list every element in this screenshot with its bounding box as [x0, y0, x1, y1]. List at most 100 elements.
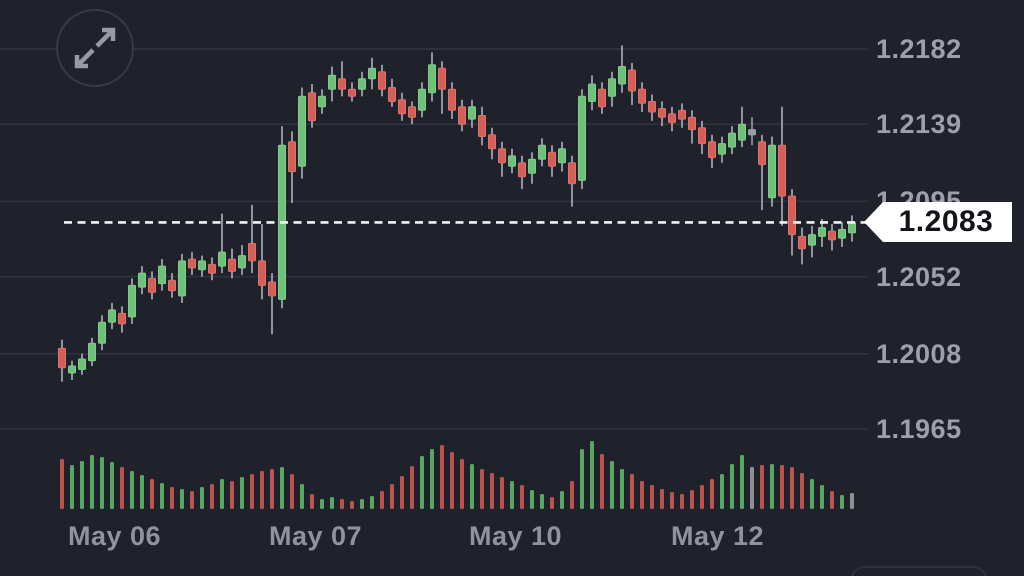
volume-bar — [290, 474, 294, 509]
candle-body — [798, 235, 806, 250]
volume-bar — [440, 445, 444, 509]
volume-bar — [270, 469, 274, 509]
y-axis-tick-label: 1.2182 — [876, 34, 962, 64]
volume-bar — [250, 474, 254, 509]
volume-bar — [670, 492, 674, 509]
volume-bar — [300, 484, 304, 509]
current-price-tag: 1.2083 — [864, 202, 1012, 242]
volume-bar — [840, 495, 844, 509]
candle-body — [538, 144, 546, 160]
candle-body — [248, 242, 256, 262]
candle-body — [698, 127, 706, 145]
candle-body — [58, 347, 66, 369]
volume-bar — [550, 497, 554, 509]
y-axis-tick-label: 1.1965 — [876, 414, 962, 444]
volume-bar — [140, 475, 144, 509]
candle-body — [338, 78, 346, 90]
volume-bar — [200, 487, 204, 509]
volume-bar — [800, 473, 804, 509]
candle-body — [528, 158, 536, 174]
volume-bar — [680, 494, 684, 509]
candle-body — [788, 195, 796, 236]
candle-body — [438, 67, 446, 90]
x-axis-tick-label: May 10 — [469, 521, 563, 551]
candle-body — [298, 95, 306, 167]
candle-body — [728, 132, 736, 148]
peek-button-outline — [850, 566, 988, 576]
volume-bar — [760, 465, 764, 509]
candle-body — [378, 71, 386, 90]
candle-body — [828, 230, 836, 241]
candle-body — [128, 284, 136, 318]
candle-body — [628, 69, 636, 92]
expand-button[interactable] — [56, 9, 134, 87]
volume-bar — [330, 497, 334, 509]
volume-bar — [520, 485, 524, 509]
volume-bar — [260, 471, 264, 509]
candle-body — [308, 92, 316, 122]
candle-body — [178, 260, 186, 297]
volume-bar — [360, 499, 364, 509]
volume-bar — [780, 465, 784, 509]
y-axis-tick-label: 1.2052 — [876, 262, 962, 292]
candle-body — [808, 234, 816, 246]
candle-body — [648, 101, 656, 113]
volume-bar — [640, 481, 644, 509]
candle-body — [138, 272, 146, 288]
candle-body — [748, 129, 756, 136]
candle-body — [258, 260, 266, 286]
volume-bar — [530, 490, 534, 509]
candle-body — [148, 277, 156, 293]
volume-bar — [600, 454, 604, 509]
candle-body — [418, 88, 426, 111]
volume-bar — [650, 485, 654, 509]
volume-bar — [500, 477, 504, 509]
candle-body — [168, 279, 176, 292]
candle-body — [238, 255, 246, 269]
volume-bar — [720, 474, 724, 509]
volume-bar — [710, 479, 714, 509]
volume-bar — [150, 479, 154, 509]
volume-bar — [110, 462, 114, 509]
candle-body — [368, 67, 376, 80]
x-axis-tick-label: May 07 — [269, 521, 363, 551]
candle-body — [478, 115, 486, 137]
volume-bar — [580, 449, 584, 509]
volume-bar — [60, 459, 64, 509]
candle-body — [598, 88, 606, 108]
candle-body — [468, 106, 476, 120]
volume-bar — [790, 467, 794, 509]
volume-bar — [180, 489, 184, 509]
candle-body — [108, 309, 116, 323]
candle-body — [88, 342, 96, 362]
candle-body — [488, 134, 496, 150]
expand-arrows-icon — [74, 27, 116, 69]
volume-bar — [540, 494, 544, 509]
candle-body — [448, 88, 456, 111]
candle-body — [608, 78, 616, 97]
volume-bar — [280, 467, 284, 509]
y-axis-tick-label: 1.2008 — [876, 339, 962, 369]
candle-body — [708, 141, 716, 159]
candle-body — [188, 258, 196, 269]
candle-body — [228, 258, 236, 272]
candle-body — [638, 88, 646, 104]
volume-bar — [810, 479, 814, 509]
volume-bar — [730, 464, 734, 509]
candle-body — [778, 144, 786, 197]
candle-body — [408, 106, 416, 118]
volume-bar — [630, 474, 634, 509]
candle-body — [508, 155, 516, 167]
volume-bar — [390, 484, 394, 509]
volume-bar — [590, 441, 594, 509]
candle-body — [398, 99, 406, 115]
volume-bar — [240, 477, 244, 509]
candle-body — [558, 148, 566, 164]
candle-body — [718, 143, 726, 155]
candle-body — [568, 162, 576, 185]
volume-bar — [560, 491, 564, 509]
candle-body — [848, 221, 856, 234]
candle-body — [578, 95, 586, 181]
volume-bar — [170, 487, 174, 509]
